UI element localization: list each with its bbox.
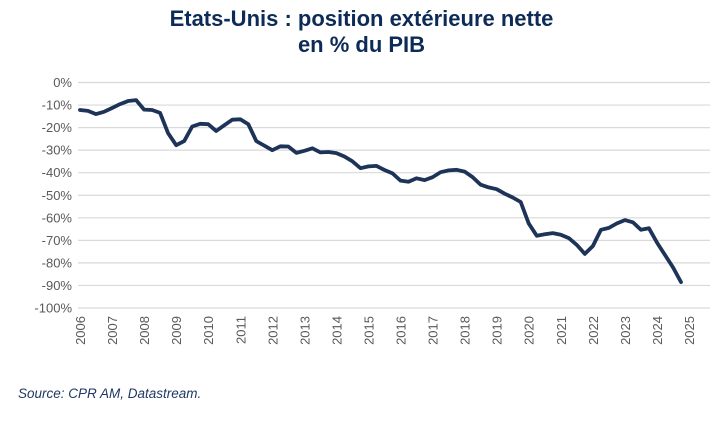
y-axis-tick-label: -90% bbox=[42, 278, 73, 293]
y-axis-tick-label: -100% bbox=[34, 301, 72, 316]
x-axis-tick-label: 2008 bbox=[137, 316, 152, 345]
x-axis-tick-label: 2014 bbox=[329, 316, 344, 345]
chart-title: Etats-Unis : position extérieure nette e… bbox=[0, 6, 723, 58]
y-axis-tick-label: 0% bbox=[53, 75, 72, 90]
x-axis-tick-label: 2012 bbox=[265, 316, 280, 345]
x-axis-tick-label: 2020 bbox=[522, 316, 537, 345]
y-axis-tick-label: -80% bbox=[42, 255, 73, 270]
y-axis-tick-label: -60% bbox=[42, 210, 73, 225]
y-axis-tick-label: -30% bbox=[42, 143, 73, 158]
x-axis-tick-label: 2016 bbox=[394, 316, 409, 345]
x-axis-tick-label: 2015 bbox=[361, 316, 376, 345]
x-axis-tick-label: 2018 bbox=[458, 316, 473, 345]
y-axis-tick-label: -70% bbox=[42, 233, 73, 248]
y-axis-tick-label: -20% bbox=[42, 120, 73, 135]
x-axis-tick-label: 2019 bbox=[490, 316, 505, 345]
x-axis-tick-label: 2010 bbox=[201, 316, 216, 345]
x-axis-tick-label: 2006 bbox=[73, 316, 88, 345]
chart-title-line1: Etats-Unis : position extérieure nette bbox=[169, 6, 554, 31]
x-axis-tick-label: 2011 bbox=[233, 316, 248, 344]
x-axis-tick-label: 2022 bbox=[586, 316, 601, 345]
niip-line-series bbox=[78, 98, 683, 285]
x-axis-tick-label: 2009 bbox=[169, 316, 184, 345]
y-axis-tick-label: -50% bbox=[42, 188, 73, 203]
chart-title-line2: en % du PIB bbox=[297, 32, 426, 57]
source-note: Source: CPR AM, Datastream. bbox=[18, 386, 202, 401]
x-axis-tick-label: 2007 bbox=[105, 316, 120, 345]
y-axis-tick-label: -10% bbox=[42, 98, 73, 113]
x-axis-tick-label: 2023 bbox=[618, 316, 633, 345]
x-axis-tick-label: 2024 bbox=[650, 316, 665, 345]
x-axis-tick-label: 2021 bbox=[554, 316, 569, 345]
x-axis-tick-label: 2017 bbox=[426, 316, 441, 345]
x-axis-tick-label: 2025 bbox=[682, 316, 697, 345]
y-axis-tick-label: -40% bbox=[42, 165, 73, 180]
x-axis-tick-label: 2013 bbox=[297, 316, 312, 345]
